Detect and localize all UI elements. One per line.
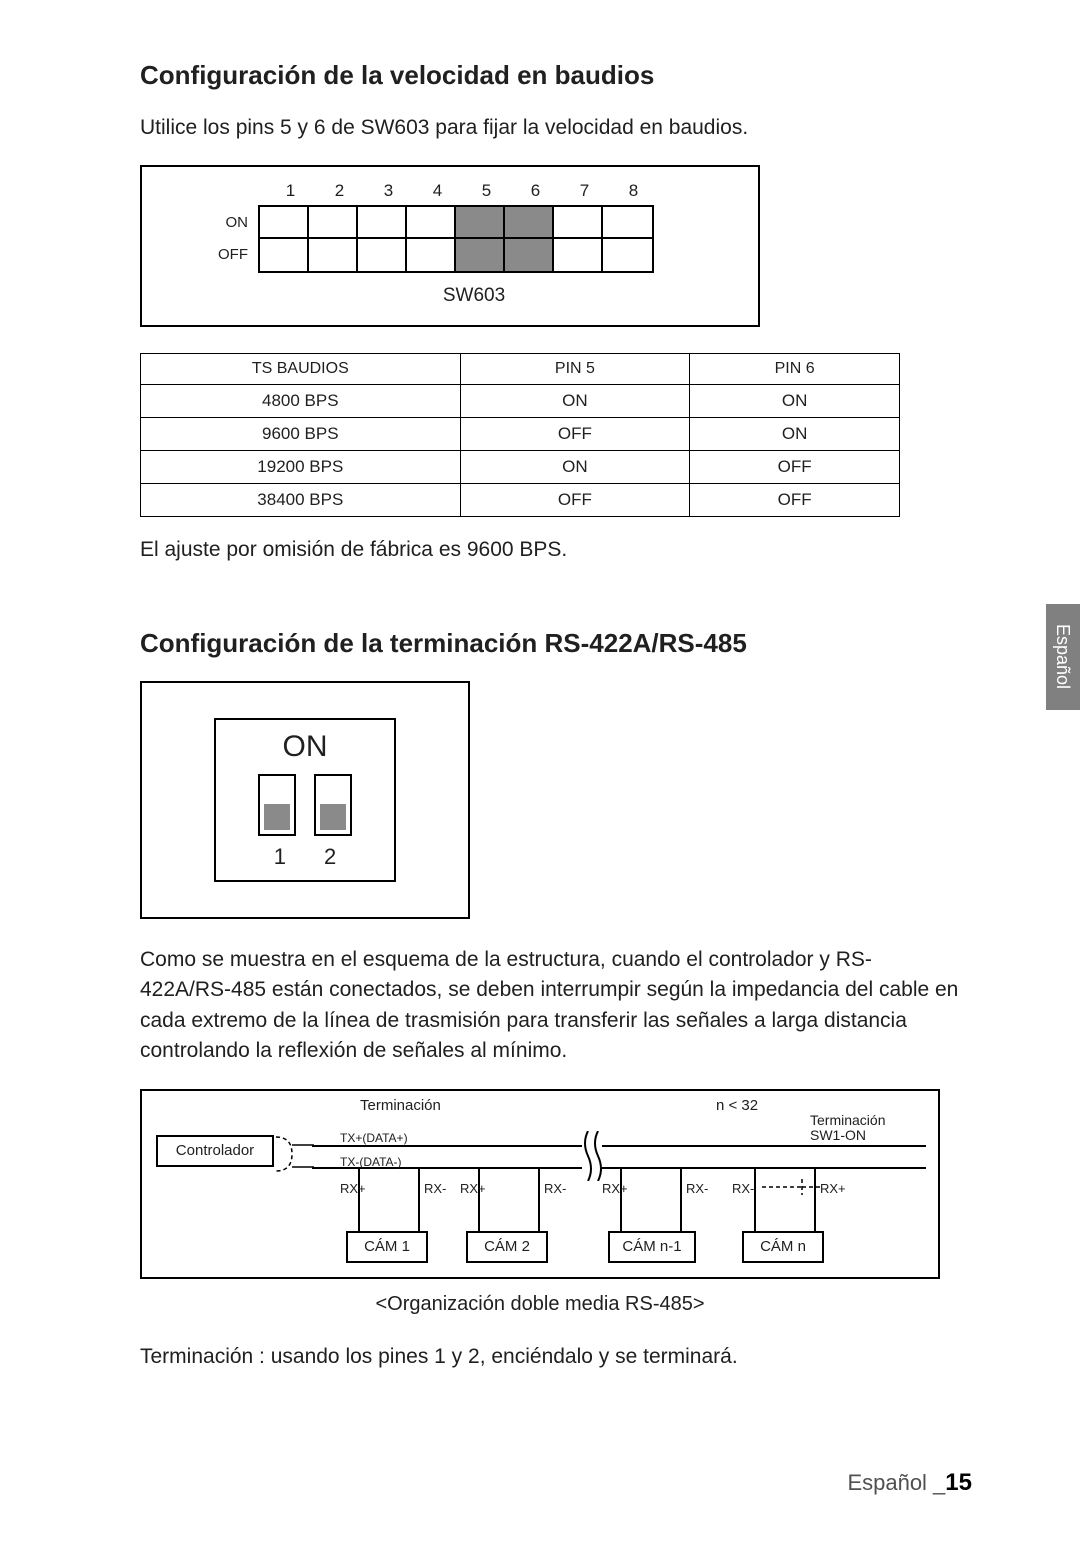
stub (538, 1169, 540, 1231)
baud-intro: Utilice los pins 5 y 6 de SW603 para fij… (140, 113, 960, 143)
stub (478, 1169, 480, 1231)
baud-config-title: Configuración de la velocidad en baudios (140, 60, 960, 91)
sw603-cell (407, 239, 456, 271)
baud-cell: OFF (690, 484, 900, 517)
baud-th: PIN 5 (460, 354, 690, 385)
sw603-cell (407, 207, 456, 239)
sw603-num: 7 (560, 181, 609, 201)
on12-num-1: 1 (274, 844, 286, 870)
sw603-cell (554, 239, 603, 271)
stub (680, 1169, 682, 1231)
on12-num-2: 2 (324, 844, 336, 870)
baud-cell: ON (460, 451, 690, 484)
termination-dashed (762, 1179, 822, 1209)
baud-row: 38400 BPSOFFOFF (141, 484, 900, 517)
rs485-caption: <Organización doble media RS-485> (140, 1293, 940, 1316)
page-footer: Español _15 (847, 1469, 972, 1497)
baud-cell: OFF (460, 484, 690, 517)
sw603-num: 5 (462, 181, 511, 201)
termination-note: Terminación : usando los pines 1 y 2, en… (140, 1342, 960, 1372)
baud-cell: 9600 BPS (141, 418, 461, 451)
rx-label: RX+ (340, 1181, 366, 1196)
sw603-cell (505, 239, 554, 271)
rx-label: RX- (424, 1181, 446, 1196)
sw603-cell (505, 207, 554, 239)
camn-box: CÁM n (742, 1231, 824, 1263)
sw603-grid (258, 205, 654, 273)
rx-label: RX+ (602, 1181, 628, 1196)
sw603-num: 2 (315, 181, 364, 201)
stub (358, 1169, 360, 1231)
on12-on-label: ON (238, 730, 372, 764)
sw603-off-label: OFF (168, 239, 258, 271)
sw603-num: 3 (364, 181, 413, 201)
language-side-tab: Español (1046, 604, 1080, 710)
camn1-box: CÁM n-1 (608, 1231, 696, 1263)
terminacion-sw1-label: Terminación SW1-ON (810, 1113, 885, 1144)
n-lt-32-label: n < 32 (716, 1097, 758, 1114)
baud-table: TS BAUDIOS PIN 5 PIN 6 4800 BPSONON9600 … (140, 353, 900, 517)
baud-cell: ON (690, 418, 900, 451)
footer-page-number: 15 (945, 1469, 972, 1496)
terminacion-label-left: Terminación (360, 1097, 441, 1114)
sw603-num: 6 (511, 181, 560, 201)
bus-line-top (312, 1145, 926, 1147)
on12-switch-2 (314, 774, 352, 836)
baud-row: 9600 BPSOFFON (141, 418, 900, 451)
sw603-caption: SW603 (216, 285, 732, 307)
tx-minus-label: TX-(DATA-) (340, 1155, 402, 1169)
sw603-num: 4 (413, 181, 462, 201)
bus-break (582, 1131, 602, 1181)
rx-label: RX- (686, 1181, 708, 1196)
stub (620, 1169, 622, 1231)
termination-paragraph: Como se muestra en el esquema de la estr… (140, 945, 960, 1067)
controller-bracket (274, 1131, 318, 1177)
rx-label: RX- (732, 1181, 754, 1196)
on12-switch-1 (258, 774, 296, 836)
sw603-num: 8 (609, 181, 658, 201)
stub (418, 1169, 420, 1231)
rx-label: RX- (544, 1181, 566, 1196)
rx-label: RX+ (820, 1181, 846, 1196)
controlador-box: Controlador (156, 1135, 274, 1167)
sw603-cell (456, 207, 505, 239)
baud-cell: 38400 BPS (141, 484, 461, 517)
sw603-cell (260, 207, 309, 239)
bus-line-bot (312, 1167, 926, 1169)
baud-cell: ON (460, 385, 690, 418)
sw603-cell (603, 207, 652, 239)
tx-plus-label: TX+(DATA+) (340, 1131, 408, 1145)
sw603-cell (603, 239, 652, 271)
sw603-col-numbers: 1 2 3 4 5 6 7 8 (266, 181, 732, 201)
baud-row: 4800 BPSONON (141, 385, 900, 418)
sw603-cell (358, 239, 407, 271)
footer-language: Español _ (847, 1470, 945, 1495)
sw603-cell (358, 207, 407, 239)
cam1-box: CÁM 1 (346, 1231, 428, 1263)
on12-diagram: ON 1 2 (140, 681, 470, 919)
sw603-cell (260, 239, 309, 271)
baud-cell: 19200 BPS (141, 451, 461, 484)
sw603-num: 1 (266, 181, 315, 201)
baud-cell: OFF (690, 451, 900, 484)
sw603-diagram: 1 2 3 4 5 6 7 8 ON OFF SW603 (140, 165, 760, 327)
sw603-cell (309, 239, 358, 271)
baud-cell: 4800 BPS (141, 385, 461, 418)
sw603-cell (456, 239, 505, 271)
sw603-on-label: ON (168, 207, 258, 239)
rs485-diagram: Terminación n < 32 Terminación SW1-ON Co… (140, 1089, 940, 1279)
baud-th: PIN 6 (690, 354, 900, 385)
baud-cell: ON (690, 385, 900, 418)
stub (754, 1169, 756, 1231)
baud-cell: OFF (460, 418, 690, 451)
baud-th: TS BAUDIOS (141, 354, 461, 385)
rx-label: RX+ (460, 1181, 486, 1196)
sw603-cell (309, 207, 358, 239)
termination-title: Configuración de la terminación RS-422A/… (140, 628, 960, 659)
baud-default-note: El ajuste por omisión de fábrica es 9600… (140, 535, 960, 565)
baud-row: 19200 BPSONOFF (141, 451, 900, 484)
cam2-box: CÁM 2 (466, 1231, 548, 1263)
sw603-cell (554, 207, 603, 239)
